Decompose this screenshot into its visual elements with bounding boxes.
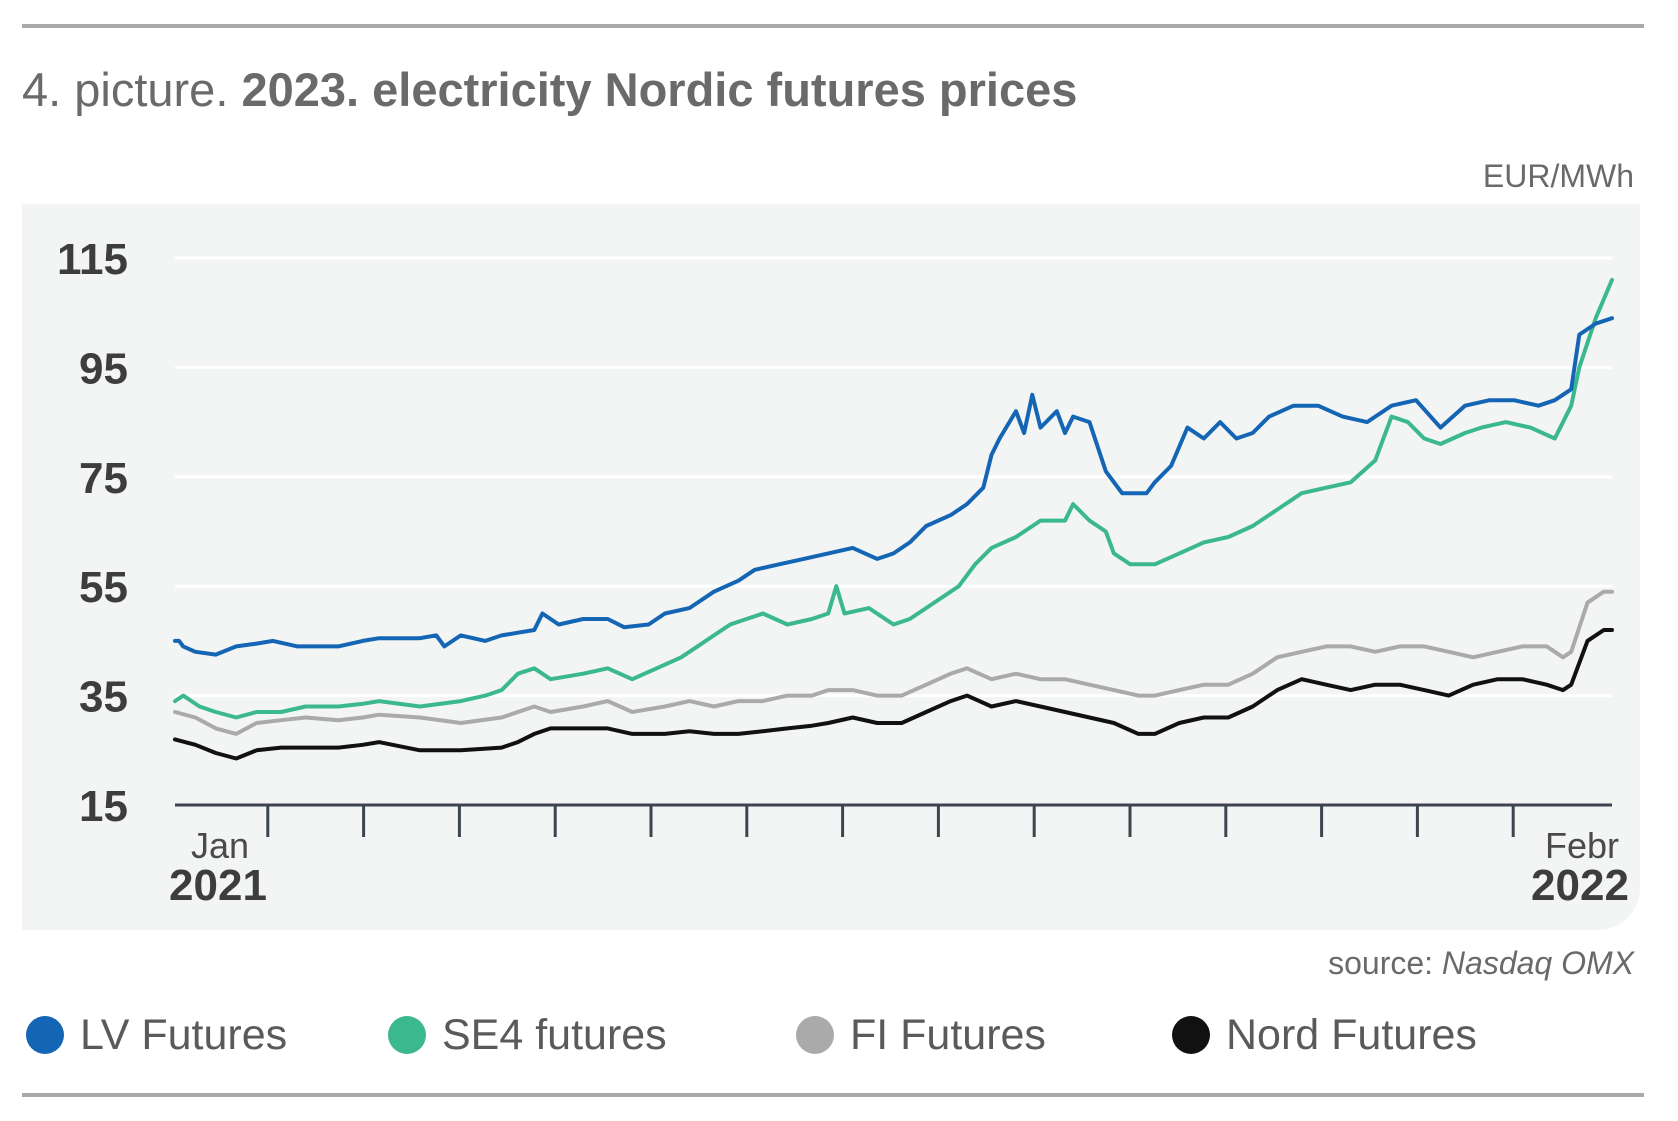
series-line-fi — [173, 589, 1614, 736]
legend-swatch-nord — [1172, 1016, 1210, 1054]
series-line-lv — [173, 316, 1614, 657]
y-tick-label: 95 — [79, 344, 128, 393]
series-line-nord — [173, 628, 1614, 761]
x-label-end-month: Febr — [1545, 825, 1619, 866]
y-tick-label: 75 — [79, 454, 128, 503]
legend-swatch-fi — [796, 1016, 834, 1054]
legend-swatch-se4 — [388, 1016, 426, 1054]
source-prefix: source: — [1328, 945, 1434, 981]
title-main: 2023. electricity Nordic futures prices — [241, 63, 1078, 116]
top-rule — [22, 24, 1644, 28]
chart-title: 4. picture. 2023. electricity Nordic fut… — [22, 62, 1077, 118]
legend-swatch-lv — [26, 1016, 64, 1054]
chart-legend: LV Futures SE4 futures FI Futures Nord F… — [26, 1005, 1646, 1065]
legend-item-nord: Nord Futures — [1172, 1005, 1477, 1065]
chart-panel — [22, 204, 1640, 930]
legend-item-fi: FI Futures — [796, 1005, 1046, 1065]
series-line-se4 — [173, 277, 1614, 720]
x-label-end-year: 2022 — [1531, 861, 1629, 910]
x-label-start-month: Jan — [191, 825, 249, 866]
legend-label-nord: Nord Futures — [1226, 1010, 1477, 1059]
legend-item-se4: SE4 futures — [388, 1005, 667, 1065]
y-tick-label: 115 — [57, 235, 128, 284]
source-note: source: Nasdaq OMX — [1328, 945, 1634, 982]
legend-label-se4: SE4 futures — [442, 1010, 667, 1059]
x-label-start-year: 2021 — [169, 861, 267, 910]
unit-label: EUR/MWh — [1482, 158, 1634, 194]
title-lead: 4. picture. — [22, 63, 229, 116]
source-name: Nasdaq OMX — [1441, 945, 1634, 981]
y-tick-label: 15 — [79, 782, 128, 831]
y-tick-label: 35 — [79, 673, 128, 722]
bottom-rule — [22, 1093, 1644, 1097]
y-tick-label: 55 — [79, 563, 128, 612]
legend-label-fi: FI Futures — [850, 1010, 1046, 1059]
legend-label-lv: LV Futures — [80, 1010, 288, 1059]
legend-item-lv: LV Futures — [26, 1005, 287, 1065]
